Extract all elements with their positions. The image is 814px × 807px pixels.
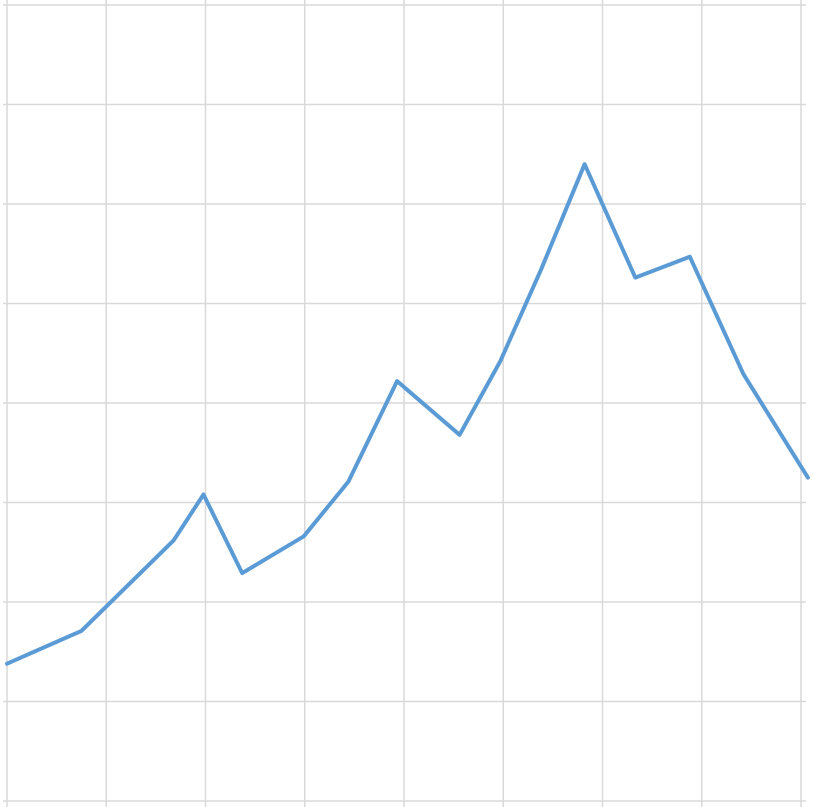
series-layer bbox=[5, 162, 810, 666]
series-line bbox=[5, 162, 810, 666]
grid bbox=[3, 0, 806, 807]
